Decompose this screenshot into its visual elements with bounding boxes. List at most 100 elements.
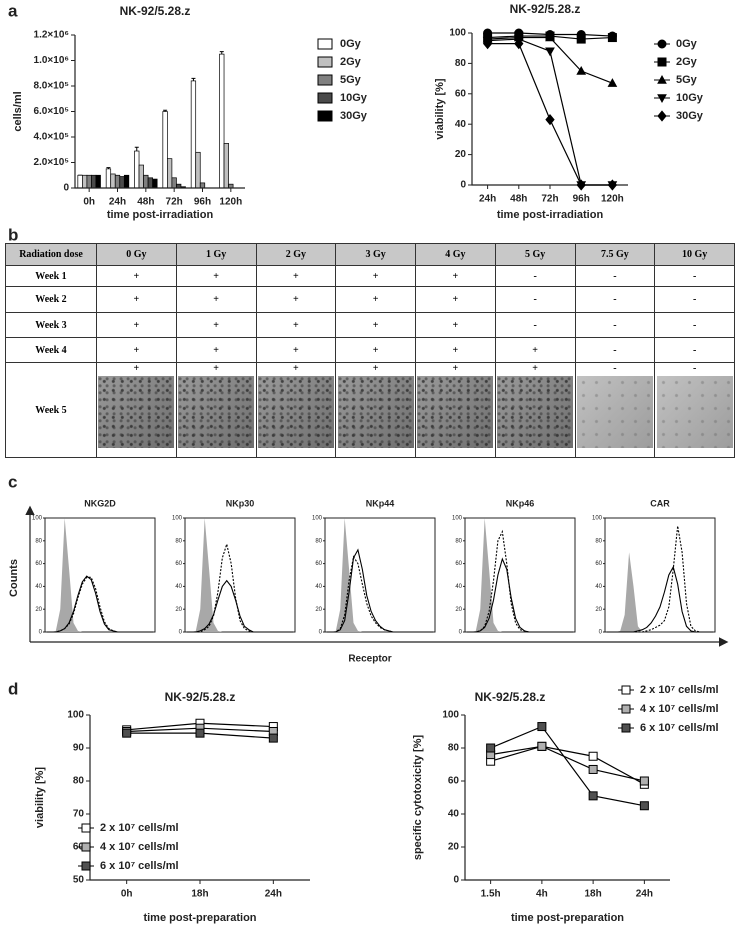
- y-tick-label: 40: [315, 584, 322, 590]
- marker: [537, 722, 547, 732]
- isotype-area: [327, 518, 433, 632]
- bar: [86, 174, 92, 189]
- axis: [471, 33, 628, 186]
- bar: [77, 174, 83, 189]
- table-header: Radiation dose 0 Gy 1 Gy 2 Gy 3 Gy 4 Gy 5 Gy 7.…: [5, 243, 735, 266]
- y-tick-label: 60: [455, 88, 467, 99]
- table-cell: -: [654, 286, 735, 313]
- y-tick-label: 60: [315, 561, 322, 567]
- flow-y-label: Counts: [8, 559, 20, 597]
- y-tick-label: 20: [315, 607, 322, 613]
- error-bar: [191, 77, 196, 81]
- table-cell: -: [654, 265, 735, 287]
- y-tick-label: 20: [175, 607, 182, 613]
- x-tick-label: 24h: [265, 889, 282, 900]
- table-row: Week 5 + + + + + + - -: [5, 362, 735, 458]
- table-cell: +: [255, 265, 337, 287]
- y-tick-label: 80: [448, 743, 460, 754]
- x-tick-label: 72h: [166, 197, 183, 208]
- y-tick-label: 20: [455, 149, 467, 160]
- x-tick-label: 0h: [83, 197, 95, 208]
- legend-marker: [621, 704, 631, 714]
- panel-label: c: [8, 472, 17, 491]
- table-cell: +: [415, 337, 496, 363]
- legend-marker: [81, 861, 91, 871]
- y-tick-label: 0: [599, 630, 603, 636]
- bar: [147, 177, 153, 189]
- table-cell: -: [574, 286, 656, 313]
- x-tick-label: 48h: [510, 194, 527, 205]
- legend-label: 5Gy: [676, 74, 698, 86]
- bar: [223, 143, 229, 189]
- bar: [143, 174, 149, 189]
- table-cell: +: [255, 362, 337, 458]
- series-line: [490, 725, 645, 807]
- y-tick-label: 0: [179, 630, 183, 636]
- table-row: Week 3 + + + + + - - -: [5, 312, 735, 338]
- legend-label: 30Gy: [340, 110, 368, 122]
- table-row: Week 4 + + + + + + - -: [5, 337, 735, 363]
- bar: [134, 150, 140, 189]
- micrograph: [337, 376, 414, 448]
- x-axis-label: time post-preparation: [511, 912, 624, 924]
- legend-marker: [81, 823, 91, 833]
- bar: [171, 177, 177, 189]
- series-line: [490, 745, 645, 785]
- y-tick-label: 100: [442, 710, 459, 721]
- table-cell: +: [415, 286, 496, 313]
- cell-text: +: [293, 363, 299, 374]
- table-cell: +: [335, 286, 416, 313]
- y-tick-label: 60: [455, 561, 462, 567]
- cell-text: -: [613, 363, 617, 374]
- header-cell: 10 Gy: [654, 243, 735, 266]
- header-cell: 1 Gy: [175, 243, 257, 266]
- legend-marker: [621, 723, 631, 733]
- legend-marker: [621, 685, 631, 695]
- legend-swatch: [317, 38, 333, 50]
- axis: [89, 715, 310, 881]
- marker: [122, 728, 132, 738]
- legend-label: 10Gy: [676, 92, 704, 104]
- x-tick-label: 1.5h: [481, 889, 501, 900]
- series-line: [487, 36, 613, 84]
- table-cell: +: [335, 362, 416, 458]
- x-tick-label: 18h: [191, 889, 208, 900]
- micrograph: [98, 376, 175, 448]
- header-cell: Radiation dose: [5, 243, 97, 266]
- axis: [464, 715, 670, 881]
- marker: [195, 728, 205, 738]
- micrograph: [576, 376, 653, 448]
- x-axis-label: time post-irradiation: [497, 209, 604, 221]
- y-tick-label: 0: [63, 183, 69, 194]
- table-cell: +: [335, 312, 416, 338]
- legend-swatch: [317, 92, 333, 104]
- cell-text: +: [133, 363, 140, 374]
- table-cell: +: [175, 312, 257, 338]
- table-cell: +: [96, 362, 177, 458]
- header-cell: 4 Gy: [415, 243, 496, 266]
- bar: [167, 158, 173, 189]
- histogram-line: [327, 555, 433, 633]
- table-cell: +: [96, 337, 177, 363]
- y-axis-label: specific cytotoxicity [%]: [412, 735, 424, 861]
- bar: [95, 174, 101, 189]
- y-tick-label: 20: [35, 607, 42, 613]
- y-tick-label: 80: [73, 776, 85, 787]
- histogram-line: [607, 525, 713, 633]
- bar: [199, 182, 206, 189]
- bar: [119, 176, 125, 189]
- table-cell: +: [255, 312, 337, 338]
- x-tick-label: 48h: [137, 197, 154, 208]
- y-tick-label: 90: [73, 743, 85, 754]
- row-header: Week 5: [5, 362, 97, 458]
- marker: [576, 34, 586, 44]
- marker: [607, 33, 617, 43]
- micrograph: [178, 376, 255, 448]
- axis: [74, 35, 245, 189]
- y-tick-label: 40: [175, 584, 182, 590]
- x-axis-label: time post-preparation: [143, 912, 256, 924]
- y-tick-label: 60: [448, 776, 460, 787]
- table-cell: -: [654, 312, 735, 338]
- chart-title: NK-92/5.28.z: [510, 2, 581, 16]
- table-cell: +: [175, 337, 257, 363]
